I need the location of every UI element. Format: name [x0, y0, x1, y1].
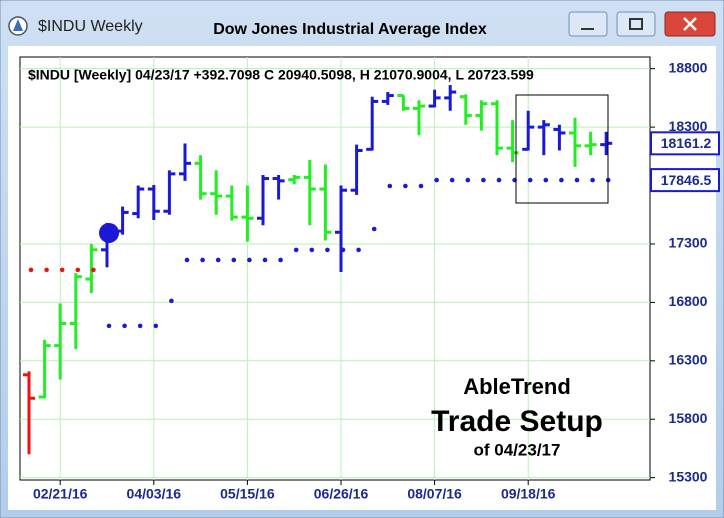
x-tick-label: 02/21/16 — [33, 486, 88, 502]
annotation: of 04/23/17 — [474, 440, 561, 459]
y-tick-label: 18800 — [669, 59, 708, 75]
info-line: $INDU [Weekly] 04/23/17 +392.7098 C 2094… — [28, 67, 534, 83]
stop-dot — [215, 257, 221, 263]
stop-dot — [75, 267, 81, 273]
x-tick-label: 06/26/16 — [314, 486, 369, 502]
stop-dot — [434, 177, 439, 183]
marks — [23, 85, 613, 455]
last-close-label: 18161.2 — [661, 135, 712, 151]
minimize-button[interactable] — [568, 11, 608, 37]
annotation: Trade Setup — [431, 405, 603, 438]
stop-dot — [169, 298, 174, 304]
chart-title: Dow Jones Industrial Average Index — [213, 21, 487, 38]
stop-dot — [309, 247, 315, 253]
stop-dot — [200, 257, 205, 263]
x-tick-label: 04/03/16 — [127, 486, 182, 502]
stop-dot — [122, 323, 127, 329]
selection-box — [515, 94, 609, 204]
stop-dot — [44, 267, 49, 273]
stop-dot — [590, 177, 595, 183]
stop-dot — [59, 267, 65, 273]
stop-dot — [278, 257, 283, 263]
stop-level-label: 17846.5 — [661, 172, 712, 188]
stop-dot — [418, 183, 424, 189]
grid — [20, 57, 650, 480]
stop-dot — [106, 323, 112, 329]
stop-dot — [403, 183, 408, 189]
close-glyph — [683, 17, 697, 31]
restore-glyph — [629, 18, 643, 30]
y-tick-label: 18300 — [669, 118, 708, 134]
stop-dot — [449, 177, 455, 183]
signal-dot — [99, 222, 119, 243]
stop-dot — [91, 267, 96, 273]
y-tick-label: 16800 — [669, 293, 708, 309]
stop-dot — [496, 177, 502, 183]
stop-dot — [153, 323, 159, 329]
stop-dot — [231, 257, 237, 263]
stop-dot — [465, 177, 471, 183]
stop-dot — [371, 226, 377, 232]
window-title: $INDU Weekly — [38, 18, 143, 35]
stop-dot — [137, 323, 143, 329]
stop-dot — [340, 247, 346, 253]
y-tick-label: 16300 — [669, 352, 708, 368]
y-tick-label: 15800 — [669, 410, 708, 426]
stop-dot — [293, 247, 299, 253]
stop-dot — [28, 267, 34, 273]
stop-dot — [527, 177, 533, 183]
stop-dot — [481, 177, 486, 183]
x-tick-label: 09/18/16 — [501, 486, 556, 502]
x-tick-label: 08/07/16 — [407, 486, 462, 502]
restore-button[interactable] — [616, 11, 656, 37]
stop-dot — [543, 177, 549, 183]
stop-dot — [262, 257, 268, 263]
stop-dot — [325, 247, 330, 253]
axes: 15300 15800 16300 16800 17300 18300 18800 02/21… — [33, 59, 720, 502]
stop-dot — [387, 183, 393, 189]
y-tick-label: 15300 — [669, 468, 708, 484]
app-icon-glyph — [13, 19, 23, 31]
stop-dot — [574, 177, 580, 183]
stop-dot — [356, 247, 361, 253]
y-tick-label: 17300 — [669, 235, 708, 251]
annotation: AbleTrend — [463, 374, 571, 399]
stop-dot — [184, 257, 190, 263]
stop-level-label-box — [650, 168, 720, 193]
x-tick-label: 05/15/16 — [220, 486, 275, 502]
stop-dot — [559, 177, 564, 183]
last-close-label-box — [650, 131, 720, 156]
stop-dot — [247, 257, 252, 263]
